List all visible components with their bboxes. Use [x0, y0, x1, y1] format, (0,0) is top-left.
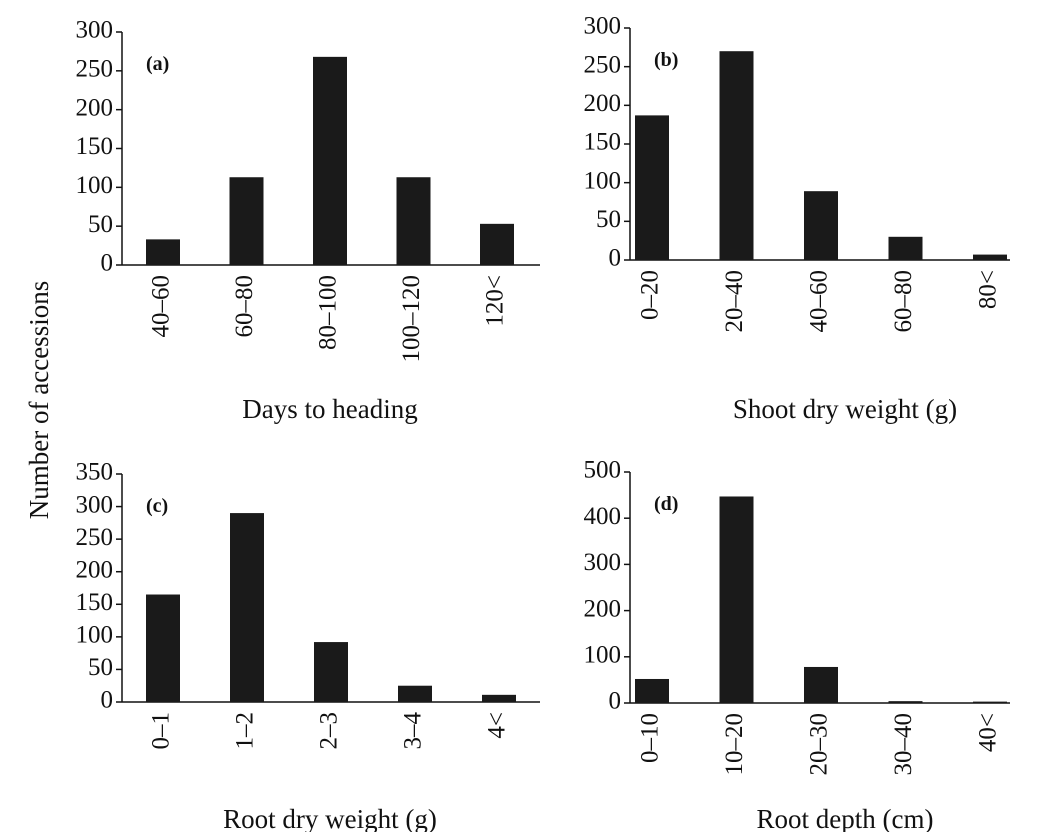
y-tick-label: 250 — [584, 51, 622, 78]
x-tick-label: 40–60 — [806, 270, 833, 333]
x-tick-label: 3–4 — [400, 712, 427, 750]
bar — [888, 701, 923, 703]
y-tick-label: 300 — [584, 13, 622, 40]
y-tick-label: 50 — [88, 211, 113, 238]
bar — [146, 594, 180, 702]
y-tick-label: 400 — [584, 503, 622, 530]
bar — [635, 678, 669, 703]
x-tick-label: 30–40 — [890, 713, 917, 776]
y-tick-label: 300 — [76, 17, 114, 44]
bar — [229, 177, 264, 265]
panel-label: (d) — [654, 493, 678, 515]
panel-label: (b) — [654, 49, 678, 71]
bar — [313, 56, 347, 265]
y-tick-label: 50 — [596, 206, 621, 233]
x-tick-label: 20–30 — [806, 713, 833, 776]
y-tick-label: 300 — [76, 491, 114, 518]
y-tick-label: 0 — [609, 688, 622, 715]
y-tick-label: 300 — [584, 549, 622, 576]
x-tick-label: 80–100 — [315, 275, 342, 350]
x-tick-label: 0–20 — [637, 270, 664, 320]
bar — [719, 496, 754, 703]
x-axis-label: Days to heading — [242, 394, 417, 424]
x-axis-label: Root depth (cm) — [757, 804, 934, 832]
x-axis-label: Root dry weight (g) — [223, 804, 437, 832]
x-tick-label: 10–20 — [721, 713, 748, 776]
x-tick-label: 2–3 — [316, 712, 343, 750]
y-tick-label: 0 — [609, 245, 622, 272]
bar — [396, 177, 431, 265]
x-tick-label: 40< — [975, 713, 1002, 752]
y-tick-label: 150 — [76, 589, 114, 616]
y-tick-label: 50 — [88, 654, 113, 681]
bar — [230, 513, 264, 702]
bar — [973, 701, 1007, 703]
bar — [888, 236, 923, 260]
x-tick-label: 4< — [484, 712, 511, 739]
x-tick-label: 80< — [975, 270, 1002, 309]
x-tick-label: 100–120 — [398, 275, 425, 363]
bar — [480, 223, 514, 265]
y-tick-label: 200 — [76, 556, 114, 583]
bar — [314, 642, 348, 702]
x-tick-label: 120< — [482, 275, 509, 327]
y-tick-label: 0 — [101, 250, 114, 277]
y-tick-label: 200 — [76, 94, 114, 121]
bar — [804, 191, 838, 260]
bar — [973, 254, 1007, 260]
panel-label: (c) — [146, 495, 168, 517]
y-tick-label: 150 — [76, 133, 114, 160]
y-tick-label: 100 — [584, 167, 622, 194]
bar — [635, 115, 669, 261]
x-tick-label: 40–60 — [148, 275, 175, 338]
x-tick-label: 20–40 — [721, 270, 748, 333]
x-tick-label: 60–80 — [890, 270, 917, 333]
bar — [482, 694, 516, 702]
x-axis-label: Shoot dry weight (g) — [733, 394, 957, 424]
y-tick-label: 0 — [101, 687, 114, 714]
y-tick-label: 100 — [584, 642, 622, 669]
y-tick-label: 200 — [584, 595, 622, 622]
y-tick-label: 100 — [76, 622, 114, 649]
x-tick-label: 0–1 — [148, 712, 175, 750]
y-tick-label: 100 — [76, 172, 114, 199]
panel-label: (a) — [146, 53, 169, 75]
bar — [804, 666, 838, 703]
y-tick-label: 500 — [584, 457, 622, 484]
x-tick-label: 60–80 — [231, 275, 258, 338]
x-tick-label: 0–10 — [637, 713, 664, 763]
y-tick-label: 150 — [584, 129, 622, 156]
x-tick-label: 1–2 — [232, 712, 259, 750]
y-axis-label: Number of accessions — [24, 281, 54, 519]
bar — [146, 239, 180, 265]
bar — [719, 51, 754, 261]
y-tick-label: 200 — [584, 90, 622, 117]
y-tick-label: 250 — [76, 56, 114, 83]
bar — [398, 685, 432, 702]
y-tick-label: 350 — [76, 459, 114, 486]
y-tick-label: 250 — [76, 524, 114, 551]
